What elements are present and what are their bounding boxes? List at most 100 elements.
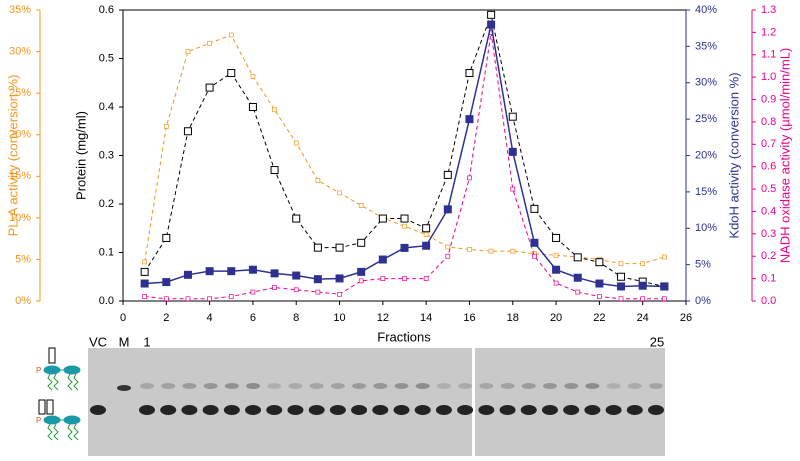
y-tick-label: 0.8 [761, 116, 776, 128]
data-point [228, 32, 234, 38]
data-point [400, 243, 409, 252]
data-point [185, 49, 191, 54]
data-point [292, 271, 301, 280]
data-point [530, 204, 539, 213]
y-tick-label: 20% [695, 149, 717, 161]
y-tick-label: 0.0 [761, 295, 776, 307]
y-tick-label: 5% [695, 259, 711, 271]
gel-band [458, 383, 473, 389]
data-point [183, 270, 192, 279]
data-point [207, 296, 212, 302]
y-tick-label: 0.9 [761, 93, 776, 105]
gel-band [309, 383, 324, 389]
data-point [661, 254, 667, 260]
y-tick-label: 30% [695, 77, 717, 89]
x-tick-label: 4 [207, 312, 213, 324]
y-tick-label: 0.2 [761, 250, 776, 262]
data-point [422, 224, 431, 233]
gel-band [203, 383, 218, 389]
data-point [185, 296, 191, 302]
gel-band [246, 383, 261, 389]
y-tick-label: 15% [695, 186, 717, 198]
data-point [228, 294, 234, 299]
y-tick-label: 0.3 [99, 149, 114, 161]
data-point [661, 296, 667, 302]
data-point [183, 127, 192, 136]
x-tick-label: 14 [420, 312, 432, 324]
gel-band [649, 383, 663, 389]
y-tick-label: 0.3 [761, 228, 776, 240]
data-point [552, 233, 561, 242]
data-point [445, 244, 451, 250]
data-point [378, 214, 387, 223]
data-point [337, 291, 342, 297]
gel-band [139, 405, 155, 415]
y-tick-label: 1.2 [761, 26, 776, 38]
data-point [140, 279, 149, 288]
data-point [508, 112, 517, 121]
y-tick-label: 1.1 [761, 49, 776, 61]
data-point [575, 289, 581, 295]
gel-band [479, 383, 494, 389]
y-tick-label: 35% [9, 4, 31, 16]
series-line [144, 34, 665, 265]
data-point [205, 267, 214, 276]
data-point [443, 205, 452, 214]
data-point [595, 258, 604, 267]
y-tick-label: 5% [15, 253, 31, 265]
gel-band [288, 383, 303, 389]
gel-band [500, 383, 515, 389]
gel-band [329, 405, 346, 415]
y-tick-label: 0.4 [99, 101, 114, 113]
gel-band [266, 405, 283, 415]
y-tick-label: 40% [695, 4, 717, 16]
data-point [443, 170, 452, 179]
gel-image [88, 348, 665, 456]
x-tick-label: 2 [163, 312, 169, 324]
y-axis-label: Protein (mg/ml) [73, 111, 88, 200]
gel-band [202, 405, 219, 415]
y-tick-label: 0% [695, 295, 711, 307]
y-tick-label: 0.2 [99, 198, 114, 210]
data-point [205, 83, 214, 92]
y-tick-label: 25% [9, 87, 31, 99]
data-point [315, 289, 321, 295]
gel-band [436, 383, 451, 389]
gel-band [542, 383, 557, 389]
gel-band [140, 383, 154, 389]
data-point [402, 276, 407, 281]
data-point [530, 238, 539, 247]
data-point [532, 253, 537, 259]
data-point [358, 203, 364, 208]
data-point [142, 259, 148, 265]
svg-text:P: P [36, 366, 41, 375]
x-tick-label: 22 [593, 312, 605, 324]
data-point [617, 282, 626, 291]
data-point [142, 294, 148, 299]
gel-band [626, 405, 643, 415]
data-point [248, 265, 257, 274]
gel-background [88, 348, 665, 456]
data-point [293, 140, 299, 146]
gel-lane-label: 1 [143, 334, 150, 349]
structure-icons: P P [36, 347, 81, 441]
data-point [423, 276, 429, 281]
data-point [640, 261, 646, 266]
data-point [207, 40, 212, 46]
x-tick-label: 20 [550, 312, 562, 324]
data-point [248, 103, 257, 111]
data-point [162, 278, 171, 287]
data-point [510, 248, 516, 254]
x-tick-label: 0 [120, 312, 126, 324]
y-tick-label: 1.0 [761, 71, 776, 83]
gel-band [160, 405, 177, 415]
y-tick-label: 15% [9, 170, 31, 182]
data-point [335, 243, 344, 252]
data-point [250, 74, 256, 79]
gel-band [415, 383, 430, 389]
x-tick-label: 8 [293, 312, 299, 324]
data-point [573, 273, 582, 282]
data-point [357, 267, 366, 276]
data-point [272, 285, 277, 290]
